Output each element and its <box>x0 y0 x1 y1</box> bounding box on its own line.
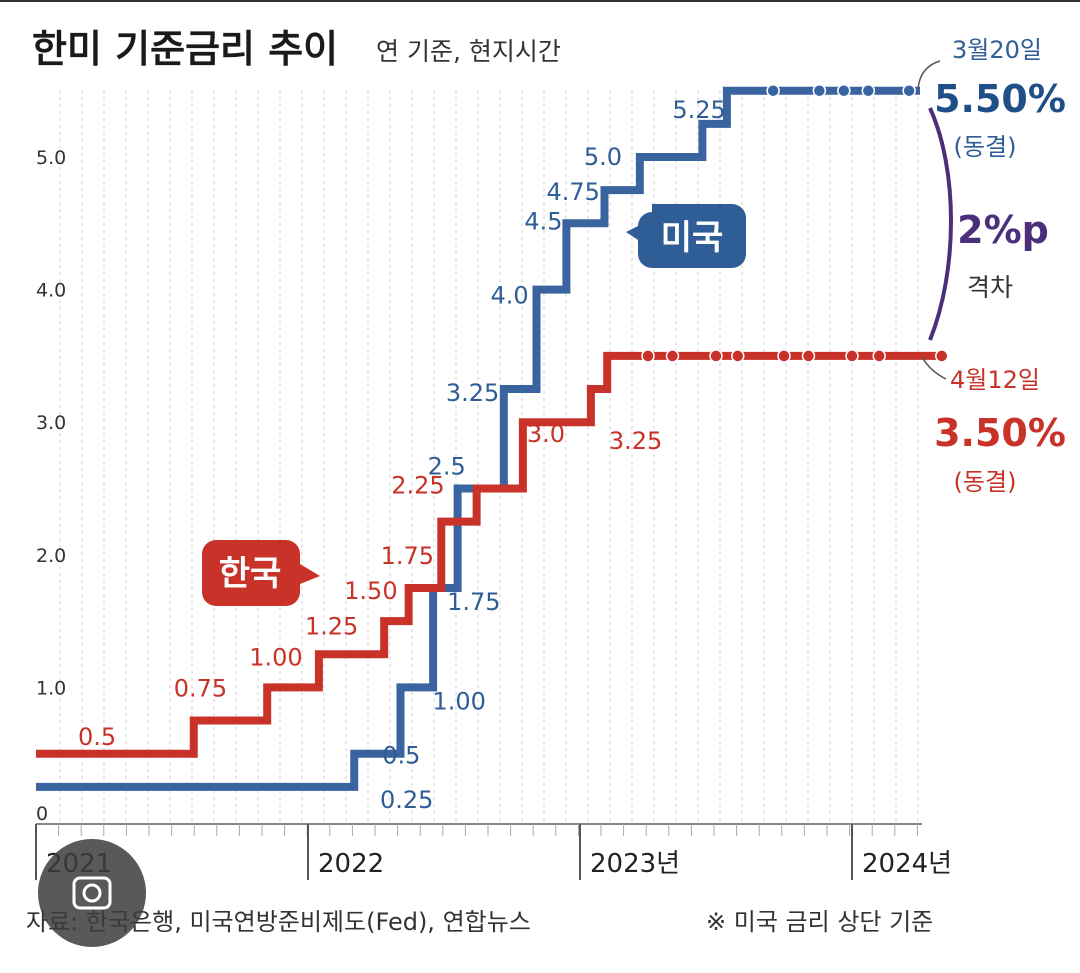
kr-end-rate: 3.50% <box>934 411 1066 455</box>
y-tick-label: 5.0 <box>36 147 66 169</box>
step-label: 1.75 <box>447 588 500 616</box>
step-label: 1.00 <box>249 643 302 671</box>
hold-marker <box>709 349 723 363</box>
x-axis: 202120222023년2024년 <box>35 823 952 880</box>
step-label: 4.5 <box>524 207 562 235</box>
hold-marker <box>766 83 780 98</box>
step-label: 3.25 <box>609 427 662 455</box>
hold-marker <box>902 83 916 98</box>
series-lines <box>36 83 949 791</box>
gap-value: 2%p <box>957 208 1049 252</box>
grid-lines <box>59 90 919 822</box>
us-end-connector <box>917 60 941 90</box>
step-label: 4.0 <box>490 282 528 310</box>
y-ticks: 0 1.0 2.0 3.0 4.0 5.0 <box>36 147 66 825</box>
gap-label: 격차 <box>967 273 1013 302</box>
us-bubble: 미국 <box>626 204 746 268</box>
step-label: 2.25 <box>391 472 444 500</box>
data-labels: 0.25 0.5 0.5 1.00 1.75 2.5 3.25 4.0 4.54.75 5.0 5.… <box>78 96 726 814</box>
step-label: 1.25 <box>305 612 358 640</box>
us-end-rate: 5.50% <box>934 77 1066 121</box>
chart-title: 한미 기준금리 추이 <box>32 27 338 71</box>
hold-marker <box>665 349 680 363</box>
kr-end-note: (동결) <box>954 468 1017 496</box>
step-label: 0.5 <box>382 742 420 770</box>
y-tick-label: 0 <box>36 803 48 825</box>
us-bubble-label: 미국 <box>661 218 724 258</box>
x-tick-label: 2024년 <box>862 849 952 879</box>
gap-brace <box>928 107 953 341</box>
us-end-note: (동결) <box>954 133 1017 161</box>
kr-end-connector <box>921 356 947 380</box>
step-label: 4.75 <box>546 178 599 206</box>
hold-marker <box>641 349 655 363</box>
us-end-date: 3월20일 <box>952 36 1042 64</box>
hold-marker <box>845 349 859 363</box>
hold-marker <box>837 83 851 98</box>
hold-marker <box>777 349 791 363</box>
step-label: 1.00 <box>432 687 485 715</box>
lens-icon[interactable] <box>38 839 146 947</box>
hold-marker <box>801 349 816 363</box>
kr-bubble: 한국 <box>202 540 320 606</box>
hold-marker <box>935 349 949 363</box>
hold-marker <box>861 83 876 98</box>
step-label: 5.25 <box>672 96 725 124</box>
step-label: 5.0 <box>584 143 622 171</box>
x-tick-label: 2022 <box>318 849 384 879</box>
kr-end-date: 4월12일 <box>950 366 1040 394</box>
hold-marker <box>812 83 827 98</box>
y-tick-label: 4.0 <box>36 280 66 302</box>
step-label: 1.50 <box>344 577 397 605</box>
y-tick-label: 1.0 <box>36 677 66 699</box>
step-label: 0.75 <box>174 675 227 703</box>
data-label: 0.5 <box>78 723 116 751</box>
footer-note: ※ 미국 금리 상단 기준 <box>706 908 933 936</box>
data-label: 0.25 <box>380 786 433 814</box>
x-tick-label: 2023년 <box>590 849 680 879</box>
step-label: 3.25 <box>446 379 499 407</box>
us-rate-line <box>36 86 920 791</box>
y-tick-label: 3.0 <box>36 412 66 434</box>
chart-subtitle: 연 기준, 현지시간 <box>376 37 561 66</box>
hold-marker <box>731 349 745 363</box>
hold-marker <box>872 349 886 363</box>
kr-rate-line <box>36 351 942 758</box>
step-label: 2.5 <box>428 453 466 481</box>
step-label: 3.0 <box>527 420 565 448</box>
y-tick-label: 2.0 <box>36 545 66 567</box>
step-label: 1.75 <box>381 542 434 570</box>
kr-bubble-label: 한국 <box>219 554 282 594</box>
